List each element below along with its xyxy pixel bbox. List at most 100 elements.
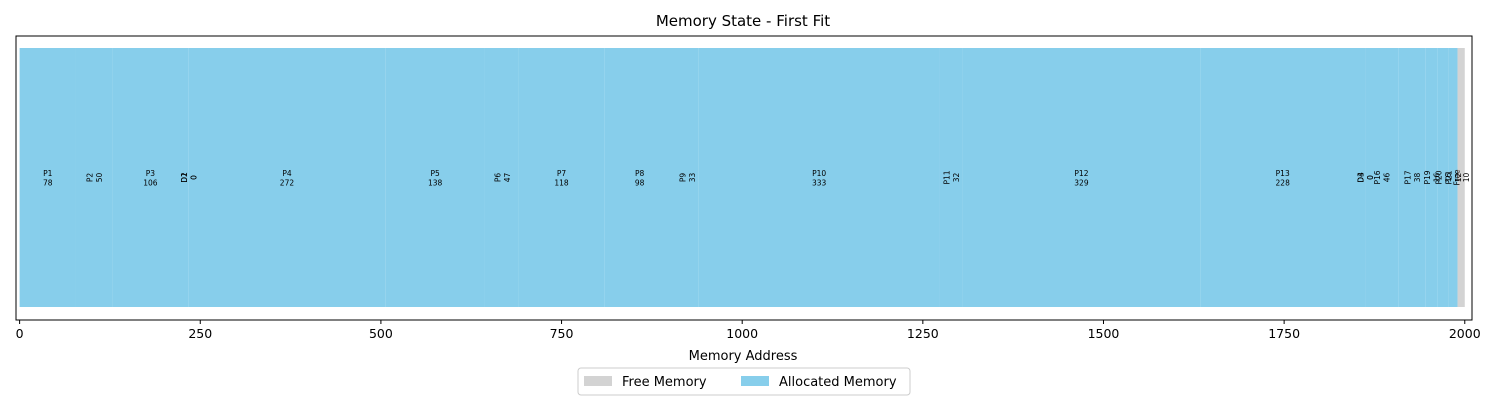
segment-label-p19: P19 16 <box>1423 170 1442 184</box>
segment-name: P7 <box>557 169 567 178</box>
segment-size: 0 <box>1366 175 1375 180</box>
segment-bar-p8 <box>604 48 675 307</box>
legend-swatch-1 <box>741 376 769 386</box>
legend-label-0: Free Memory <box>622 375 707 390</box>
segment-name: P13 <box>1276 169 1290 178</box>
segment-bar-p12 <box>962 48 1201 307</box>
x-tick-label-250: 250 <box>188 326 212 341</box>
segment-bar-p16 <box>1365 48 1399 307</box>
x-tick-label-1750: 1750 <box>1268 326 1300 341</box>
legend: Free Memory Allocated Memory <box>577 367 911 396</box>
segment-name: P16 <box>1373 170 1382 184</box>
segment-name: P6 <box>493 173 502 183</box>
segment-label-p2: P2 50 <box>86 173 105 183</box>
segment-size: 0 <box>190 175 199 180</box>
segment-name: P17 <box>1404 170 1413 184</box>
segment-name: P8 <box>635 169 645 178</box>
segment-size: 10 <box>1462 173 1471 183</box>
legend-label-1: Allocated Memory <box>779 375 897 390</box>
segment-name: D3 <box>1357 172 1366 183</box>
segment-label-d2: D2 0 <box>180 172 199 183</box>
x-tick-label-0: 0 <box>16 326 24 341</box>
segment-label-d3: D3 0 <box>1357 172 1376 183</box>
segment-name: P12 <box>1074 169 1088 178</box>
segment-bar-p17 <box>1398 48 1426 307</box>
x-tick-label-1000: 1000 <box>726 326 758 341</box>
x-tick-label-500: 500 <box>369 326 393 341</box>
segment-label-p20: P20 16 <box>1435 170 1454 184</box>
segment-size: 38 <box>1413 173 1422 183</box>
segment-name: Free <box>1453 169 1462 185</box>
segment-label-d4: D4 0 <box>1357 172 1376 183</box>
x-tick-label-1250: 1250 <box>907 326 939 341</box>
segment-name: P20 <box>1435 170 1444 184</box>
segment-name: P2 <box>86 173 95 183</box>
segment-size: 0 <box>1366 175 1375 180</box>
segment-name: P9 <box>678 173 687 183</box>
segment-label-p21: P21 12 <box>1445 170 1464 184</box>
segment-size: 138 <box>428 179 443 188</box>
segment-name: P11 <box>943 170 952 184</box>
segment-size: 98 <box>635 179 645 188</box>
segment-name: P21 <box>1445 170 1454 184</box>
segment-size: 16 <box>1433 173 1442 183</box>
segment-size: 106 <box>143 179 158 188</box>
segment-size: 33 <box>688 173 697 183</box>
segment-bar-p20 <box>1437 48 1449 307</box>
segment-name: D2 <box>180 172 189 183</box>
segment-size: 12 <box>1454 173 1463 183</box>
segment-label-p11: P11 32 <box>943 170 962 184</box>
segment-label-d1: D1 0 <box>180 172 199 183</box>
segment-size: 118 <box>554 179 569 188</box>
chart-title: Memory State - First Fit <box>656 12 830 30</box>
segment-bar-p7 <box>518 48 605 307</box>
segment-name: D4 <box>1357 172 1366 183</box>
segment-bar-p19 <box>1425 48 1438 307</box>
segment-name: P10 <box>812 169 826 178</box>
segment-label-free: Free 10 <box>1453 169 1472 185</box>
segment-bar-p21 <box>1448 48 1458 307</box>
x-tick-label-750: 750 <box>550 326 574 341</box>
segment-label-p16: P16 46 <box>1373 170 1392 184</box>
segment-size: 50 <box>95 173 104 183</box>
segment-name: D1 <box>180 172 189 183</box>
segment-name: P1 <box>43 169 53 178</box>
segment-bar-p2 <box>75 48 113 307</box>
segment-label-p17: P17 38 <box>1404 170 1423 184</box>
segment-bar-p11 <box>939 48 963 307</box>
segment-bar-p1 <box>19 48 76 307</box>
segment-bar-p10 <box>698 48 940 307</box>
segment-name: P19 <box>1423 170 1432 184</box>
segment-bar-p5 <box>385 48 485 307</box>
x-tick-label-1500: 1500 <box>1088 326 1120 341</box>
legend-swatch-0 <box>584 376 612 386</box>
x-axis-label: Memory Address <box>689 349 798 364</box>
segment-bar-p13 <box>1200 48 1366 307</box>
segment-size: 0 <box>190 175 199 180</box>
segment-label-p9: P9 33 <box>678 173 697 183</box>
axes-frame <box>15 35 1473 321</box>
segment-bar-p4 <box>188 48 386 307</box>
segment-size: 16 <box>1444 173 1453 183</box>
segment-size: 47 <box>503 173 512 183</box>
segment-size: 228 <box>1276 179 1291 188</box>
segment-name: P3 <box>146 169 156 178</box>
segment-size: 78 <box>43 179 53 188</box>
segment-size: 329 <box>1074 179 1089 188</box>
segment-size: 272 <box>280 179 295 188</box>
segment-bar-p9 <box>674 48 699 307</box>
segment-name: P5 <box>430 169 440 178</box>
segment-bar-free <box>1457 48 1465 307</box>
segment-label-p6: P6 47 <box>493 173 512 183</box>
segment-name: P4 <box>282 169 292 178</box>
segment-bar-p3 <box>112 48 189 307</box>
